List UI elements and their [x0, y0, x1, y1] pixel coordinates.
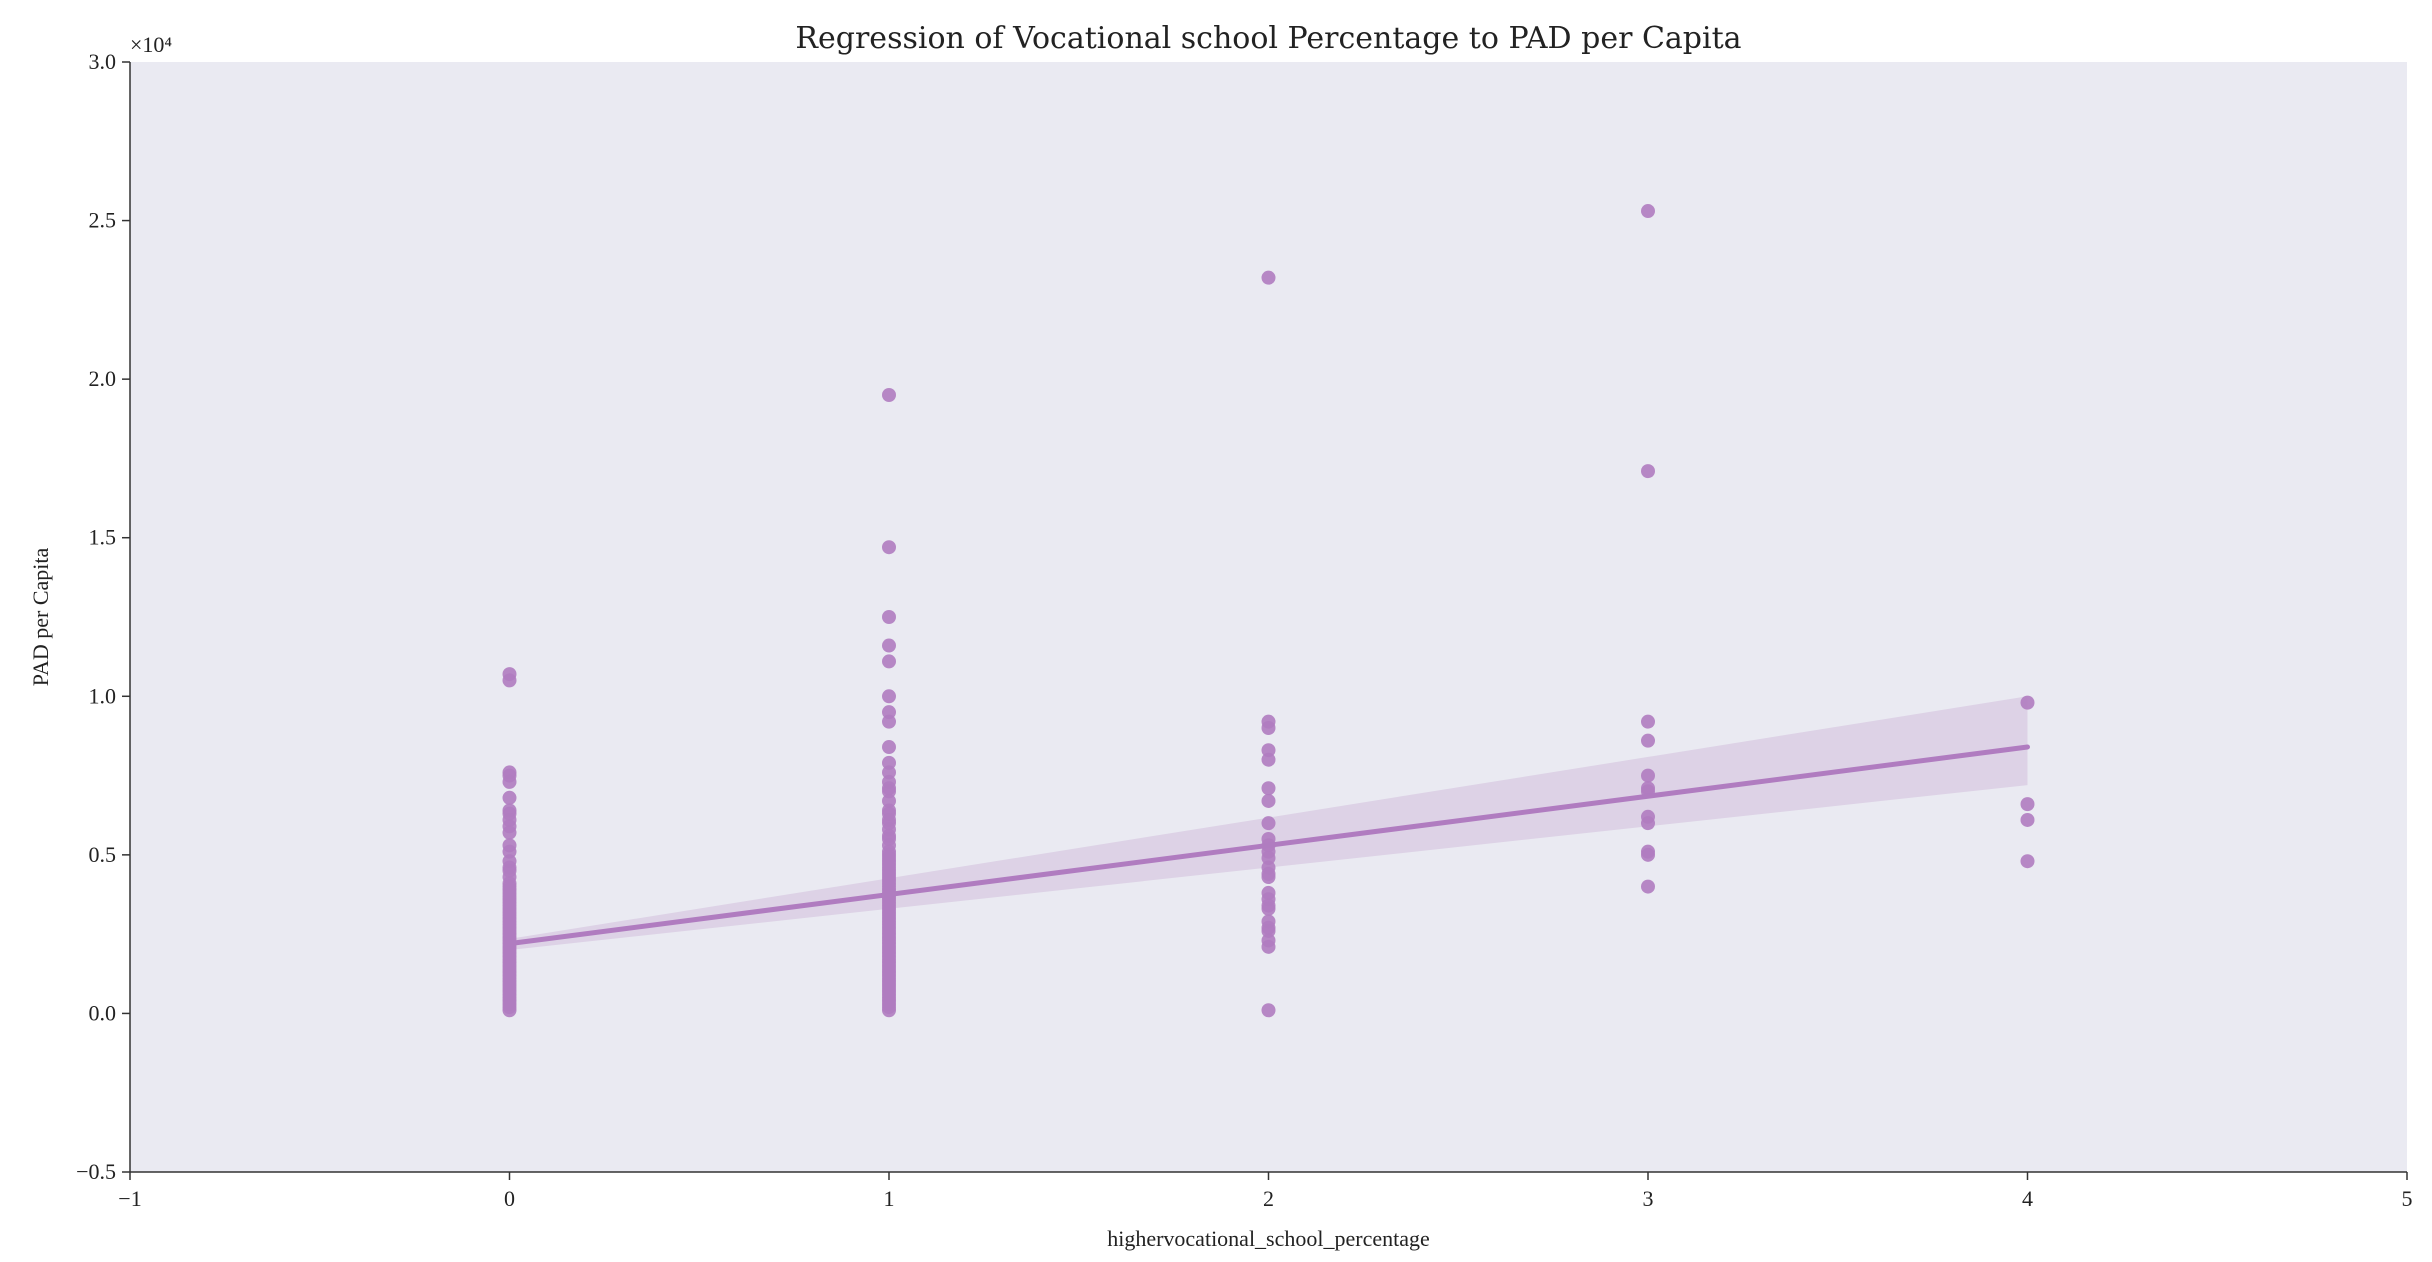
data-point — [1261, 870, 1276, 885]
data-point — [502, 825, 517, 840]
regression-line — [507, 744, 2030, 947]
data-point — [882, 689, 896, 704]
data-point — [2020, 695, 2035, 710]
data-point — [1261, 752, 1276, 767]
data-point — [502, 673, 517, 688]
data-point — [502, 790, 517, 805]
y-axis-multiplier: ×10⁴ — [130, 32, 172, 57]
data-point — [882, 610, 896, 624]
y-tick-label: 3.0 — [89, 49, 117, 74]
data-point — [882, 638, 896, 653]
chart-title: Regression of Vocational school Percenta… — [795, 21, 1741, 56]
data-point — [1261, 793, 1276, 808]
x-tick-label: 5 — [2402, 1186, 2413, 1211]
data-point — [1641, 768, 1655, 783]
y-tick-label: 2.0 — [89, 366, 117, 391]
data-point — [1261, 270, 1276, 285]
data-point — [1641, 879, 1655, 894]
data-point — [882, 654, 896, 669]
y-tick-label: 0.5 — [89, 842, 117, 867]
x-axis-label: highervocational_school_percentage — [1107, 1226, 1430, 1251]
y-tick-label: 2.5 — [89, 208, 117, 233]
data-point — [502, 1003, 517, 1018]
data-point — [1641, 464, 1655, 479]
data-point — [1641, 204, 1655, 219]
x-tick-label: 0 — [504, 1186, 515, 1211]
x-tick-label: 2 — [1263, 1186, 1274, 1211]
data-point — [2020, 854, 2035, 869]
scatter-points-layer — [502, 204, 2035, 1018]
data-point — [1261, 939, 1276, 954]
regression-line-layer — [507, 744, 2030, 947]
y-tick-label: 1.5 — [89, 525, 117, 550]
data-point — [2020, 812, 2035, 827]
data-point — [502, 774, 517, 789]
data-point — [882, 388, 896, 402]
y-tick-label: 0.0 — [89, 1000, 117, 1025]
x-tick-label: −1 — [118, 1186, 141, 1211]
data-point — [882, 540, 896, 555]
data-point — [1641, 714, 1655, 729]
y-tick-label: 1.0 — [89, 683, 117, 708]
data-point — [1261, 901, 1276, 916]
data-point — [1261, 816, 1276, 831]
tick-labels-layer: −1 0 1 2 3 4 5 −0.5 0.0 0.5 1.0 1.5 2.0 2.5 3.0 — [76, 49, 2412, 1211]
data-point — [882, 1003, 896, 1018]
data-point — [1261, 1003, 1276, 1018]
x-tick-label: 1 — [884, 1186, 895, 1211]
x-tick-label: 4 — [2022, 1186, 2033, 1211]
data-point — [2020, 797, 2035, 812]
data-point — [1641, 733, 1655, 748]
data-point — [1641, 847, 1655, 862]
data-point — [882, 714, 896, 729]
data-point — [1641, 816, 1655, 831]
y-tick-label: −0.5 — [76, 1159, 116, 1184]
data-point — [882, 740, 896, 755]
data-point — [1261, 721, 1276, 735]
y-axis-label: PAD per Capita — [28, 548, 53, 687]
x-tick-label: 3 — [1643, 1186, 1654, 1211]
data-point — [1261, 781, 1276, 796]
